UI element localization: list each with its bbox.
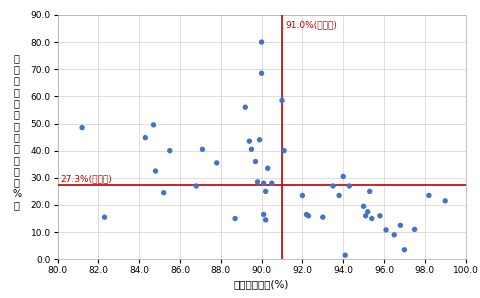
Point [101,215,108,220]
Point [199,147,206,152]
Point [160,190,168,195]
Text: 等: 等 [14,121,20,131]
Point [256,137,264,142]
Point [252,159,259,164]
Point [366,189,373,194]
Point [241,105,249,110]
Text: 政: 政 [14,64,20,74]
Point [231,216,239,221]
Text: 調: 調 [14,75,20,86]
Point [319,215,327,220]
Point [258,40,265,44]
Point [166,148,174,153]
Text: ）: ） [14,200,20,210]
Text: （: （ [14,177,20,187]
Point [264,166,272,171]
Point [303,212,311,217]
Point [368,216,376,221]
Text: 整: 整 [14,87,20,97]
Point [339,174,347,179]
Text: 高: 高 [14,143,20,153]
Point [376,213,384,218]
Point [192,184,200,188]
Point [152,169,159,173]
Text: 比: 比 [14,155,20,165]
Point [142,135,149,140]
Text: 27.3%(県平均): 27.3%(県平均) [60,174,112,183]
Text: %: % [12,189,22,199]
Point [280,148,288,153]
Point [411,227,419,232]
Point [396,223,404,228]
Point [268,181,276,186]
Text: 残: 残 [14,132,20,142]
X-axis label: 経常収支比率(%): 経常収支比率(%) [234,279,289,289]
Point [390,232,398,237]
Point [382,228,390,232]
Point [150,122,157,127]
Point [253,179,261,184]
Point [401,247,408,252]
Point [346,184,353,188]
Point [425,193,433,198]
Point [248,147,255,152]
Point [299,193,306,198]
Point [262,218,270,222]
Point [364,209,372,214]
Point [258,71,265,76]
Point [262,189,270,194]
Point [362,213,370,218]
Text: 基: 基 [14,98,20,108]
Point [305,213,312,218]
Point [341,253,349,257]
Text: 91.0%(県平均): 91.0%(県平均) [285,20,337,29]
Text: 財: 財 [14,53,20,63]
Point [442,198,449,203]
Text: 率: 率 [14,166,20,176]
Text: 金: 金 [14,109,20,119]
Point [329,184,337,188]
Point [260,212,267,217]
Point [260,181,267,186]
Point [78,125,86,130]
Point [360,204,368,209]
Point [336,193,343,198]
Point [246,139,253,144]
Point [213,161,221,165]
Point [278,98,286,103]
